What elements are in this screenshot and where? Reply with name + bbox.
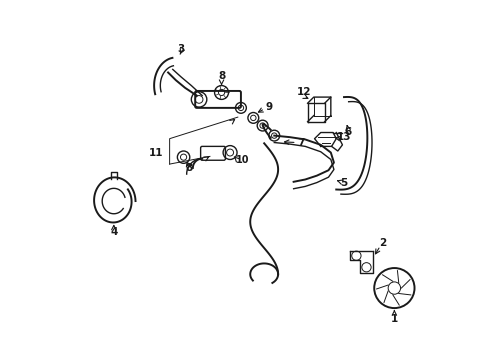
Text: 5: 5: [340, 178, 347, 188]
Text: 2: 2: [378, 238, 386, 248]
Text: 7: 7: [297, 138, 305, 148]
Text: 4: 4: [110, 227, 117, 237]
Text: 1: 1: [390, 314, 397, 324]
Text: 6: 6: [344, 127, 351, 137]
Text: 10: 10: [235, 155, 248, 165]
Text: 9: 9: [264, 102, 272, 112]
Text: 8: 8: [185, 163, 192, 173]
Text: 8: 8: [218, 71, 224, 81]
Text: 3: 3: [177, 44, 184, 54]
Text: 12: 12: [296, 87, 310, 98]
Text: 11: 11: [149, 148, 163, 158]
Text: 13: 13: [336, 132, 350, 142]
